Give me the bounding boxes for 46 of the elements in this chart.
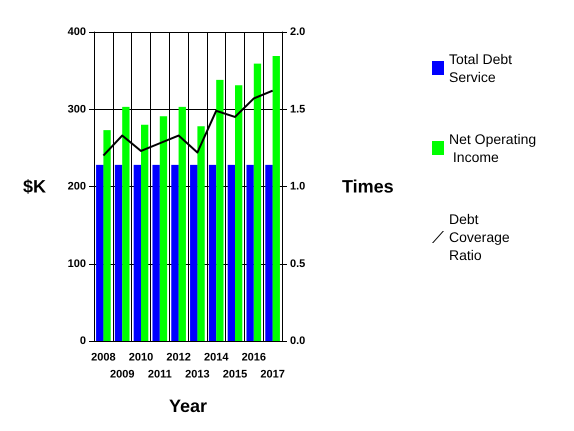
- y2-axis-title: Times: [342, 176, 394, 196]
- bar: [265, 164, 273, 341]
- x-tick-label: 2009: [110, 368, 134, 380]
- bar: [246, 164, 254, 341]
- y-tick-label: 0: [80, 335, 86, 347]
- y2-tick-label: 0.5: [290, 258, 306, 270]
- bar: [216, 80, 224, 341]
- bar: [141, 124, 148, 341]
- bar: [152, 164, 160, 341]
- bar: [228, 164, 235, 341]
- legend-label: Debt Coverage Ratio: [449, 211, 514, 263]
- bar: [178, 106, 186, 341]
- y-tick-label: 300: [68, 103, 86, 116]
- x-tick-label: 2015: [222, 368, 248, 380]
- y2-tick-label: 1.0: [290, 180, 306, 192]
- y-axis-title: $K: [22, 176, 46, 196]
- y-tick-label: 200: [68, 180, 86, 192]
- bar: [190, 164, 198, 341]
- bar: [197, 126, 205, 341]
- y2-tick-label: 1.5: [290, 103, 306, 116]
- x-tick-label: 2012: [166, 352, 191, 364]
- bar: [103, 130, 111, 341]
- x-tick-label: 2008: [91, 352, 116, 364]
- bar: [134, 164, 141, 341]
- x-tick-label: 2014: [204, 352, 230, 364]
- bar: [122, 106, 130, 341]
- x-axis-title: Year: [168, 396, 208, 416]
- y-tick-label: 100: [68, 258, 86, 270]
- legend-label: Net Operating Income: [449, 131, 536, 165]
- bar: [114, 164, 122, 341]
- y2-tick-label: 2.0: [290, 26, 306, 38]
- y-tick-label: 400: [68, 26, 86, 38]
- bar: [160, 116, 168, 341]
- bar: [96, 164, 104, 341]
- y2-tick-label: 0.0: [290, 335, 306, 347]
- bar: [208, 164, 216, 341]
- bar: [235, 85, 242, 341]
- x-tick-label: 2011: [148, 368, 172, 380]
- x-tick-label: 2016: [242, 352, 266, 364]
- bar: [272, 56, 280, 341]
- legend-label: Total Debt Service: [449, 51, 516, 85]
- bar: [254, 64, 262, 341]
- x-tick-label: 2010: [128, 352, 154, 364]
- x-tick-label: 2013: [185, 368, 210, 380]
- bar: [171, 164, 179, 341]
- x-tick-label: 2017: [260, 368, 285, 380]
